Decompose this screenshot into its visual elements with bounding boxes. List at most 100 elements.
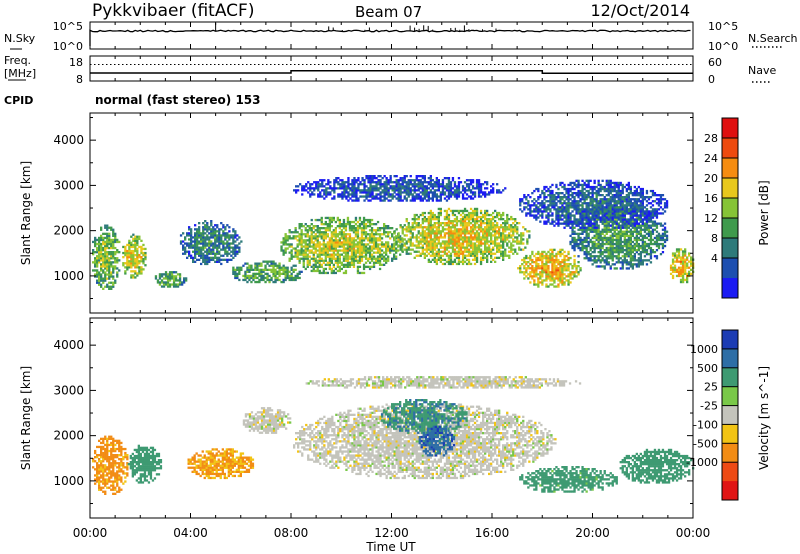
- heatmap-cell: [314, 261, 317, 264]
- heatmap-cell: [292, 247, 295, 250]
- heatmap-cell: [661, 228, 665, 231]
- heatmap-cell: [407, 181, 410, 184]
- heatmap-cell: [615, 240, 618, 244]
- heatmap-cell: [248, 274, 251, 278]
- heatmap-cell: [349, 197, 352, 200]
- heatmap-cell: [315, 187, 318, 190]
- heatmap-cell: [435, 183, 438, 186]
- heatmap-cell: [473, 252, 477, 255]
- heatmap-cell: [443, 197, 447, 200]
- heatmap-cell: [387, 257, 390, 260]
- heatmap-cell: [435, 254, 438, 257]
- heatmap-cell: [510, 242, 513, 245]
- heatmap-cell: [184, 248, 187, 251]
- heatmap-cell: [108, 257, 111, 260]
- heatmap-cell: [417, 183, 420, 186]
- heatmap-cell: [96, 281, 99, 284]
- heatmap-cell: [336, 241, 339, 244]
- heatmap-cell: [370, 247, 374, 250]
- heatmap-cell: [370, 253, 374, 256]
- heatmap-cell: [344, 271, 348, 275]
- heatmap-cell: [520, 234, 523, 237]
- heatmap-cell: [439, 234, 442, 237]
- heatmap-cell: [403, 242, 406, 245]
- heatmap-cell: [477, 181, 481, 184]
- heatmap-cell: [348, 237, 352, 240]
- heatmap-cell: [607, 240, 610, 244]
- heatmap-cell: [324, 237, 327, 240]
- heatmap-cell: [597, 246, 600, 250]
- heatmap-cell: [348, 223, 352, 226]
- heatmap-cell: [427, 218, 430, 221]
- heatmap-cell: [162, 273, 166, 276]
- heatmap-cell: [681, 256, 685, 259]
- heatmap-cell: [514, 230, 517, 233]
- heatmap-cell: [589, 259, 592, 262]
- heatmap-cell: [194, 244, 197, 247]
- heatmap-cell: [328, 247, 331, 250]
- heatmap-cell: [126, 266, 129, 269]
- heatmap-cell: [611, 214, 614, 217]
- heatmap-cell: [399, 179, 402, 182]
- heatmap-cell: [421, 228, 424, 231]
- heatmap-cell: [373, 175, 376, 178]
- heatmap-cell: [617, 257, 620, 260]
- heatmap-cell: [484, 242, 487, 245]
- heatmap-cell: [284, 251, 287, 254]
- heatmap-cell: [366, 218, 370, 222]
- heatmap-cell: [407, 252, 410, 255]
- heatmap-cell: [484, 181, 487, 184]
- heatmap-cell: [629, 220, 632, 223]
- heatmap-cell: [490, 236, 493, 239]
- heatmap-cell: [108, 269, 111, 272]
- heatmap-cell: [461, 197, 465, 200]
- heatmap-cell: [490, 224, 493, 227]
- heatmap-cell: [637, 259, 640, 262]
- heatmap-cell: [316, 253, 319, 256]
- heatmap-cell: [104, 259, 107, 262]
- heatmap-cell: [320, 220, 323, 224]
- heatmap-cell: [575, 269, 578, 272]
- heatmap-cell: [132, 262, 135, 265]
- heatmap-cell: [355, 181, 358, 184]
- heatmap-cell: [553, 258, 556, 262]
- heatmap-cell: [641, 251, 644, 254]
- heatmap-cell: [623, 253, 626, 256]
- heatmap-cell: [625, 253, 628, 256]
- heatmap-cell: [641, 249, 644, 252]
- heatmap-cell: [310, 239, 313, 242]
- heatmap-cell: [415, 197, 418, 200]
- heatmap-cell: [599, 206, 602, 209]
- heatmap-cell: [417, 193, 420, 196]
- heatmap-cell: [224, 246, 227, 249]
- heatmap-cell: [631, 206, 634, 209]
- heatmap-cell: [348, 235, 352, 238]
- heatmap-cell: [479, 262, 483, 266]
- heatmap-cell: [415, 222, 418, 225]
- heatmap-cell: [403, 191, 406, 194]
- heatmap-cell: [342, 245, 346, 248]
- heatmap-cell: [551, 277, 554, 280]
- heatmap-cell: [202, 260, 205, 263]
- heatmap-cell: [342, 237, 346, 240]
- heatmap-cell: [633, 249, 636, 252]
- heatmap-cell: [369, 189, 372, 192]
- heatmap-cell: [288, 231, 291, 234]
- heatmap-cell: [469, 232, 473, 235]
- heatmap-cell: [571, 238, 574, 242]
- heatmap-cell: [471, 232, 475, 235]
- heatmap-cell: [645, 253, 649, 256]
- heatmap-cell: [354, 251, 358, 254]
- heatmap-cell: [677, 256, 681, 259]
- heatmap-cell: [453, 238, 457, 241]
- heatmap-cell: [423, 179, 426, 182]
- heatmap-cell: [555, 273, 558, 276]
- heatmap-cell: [94, 275, 97, 278]
- heatmap-cell: [447, 244, 451, 247]
- heatmap-cell: [407, 230, 410, 233]
- heatmap-cell: [134, 247, 137, 251]
- heatmap-cell: [264, 280, 267, 284]
- heatmap-cell: [423, 193, 426, 196]
- heatmap-cell: [358, 261, 362, 264]
- heatmap-cell: [631, 240, 634, 244]
